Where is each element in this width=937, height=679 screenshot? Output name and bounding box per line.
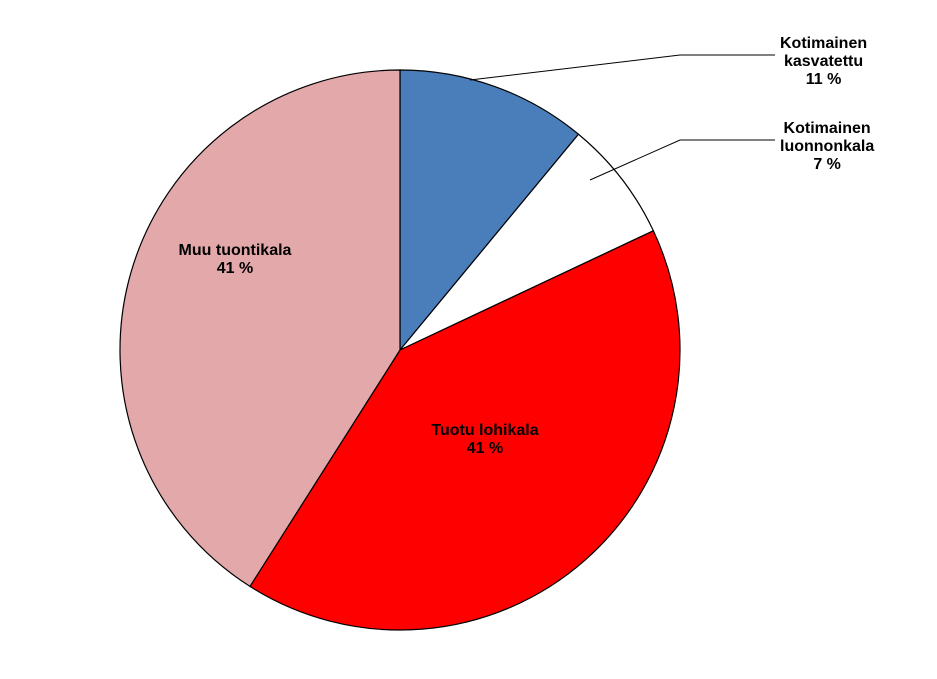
leader-line-kotimainen-kasvatettu [470,55,775,80]
pie-svg [0,0,937,679]
pie-chart: Kotimainen kasvatettu 11 %Kotimainen luo… [0,0,937,679]
